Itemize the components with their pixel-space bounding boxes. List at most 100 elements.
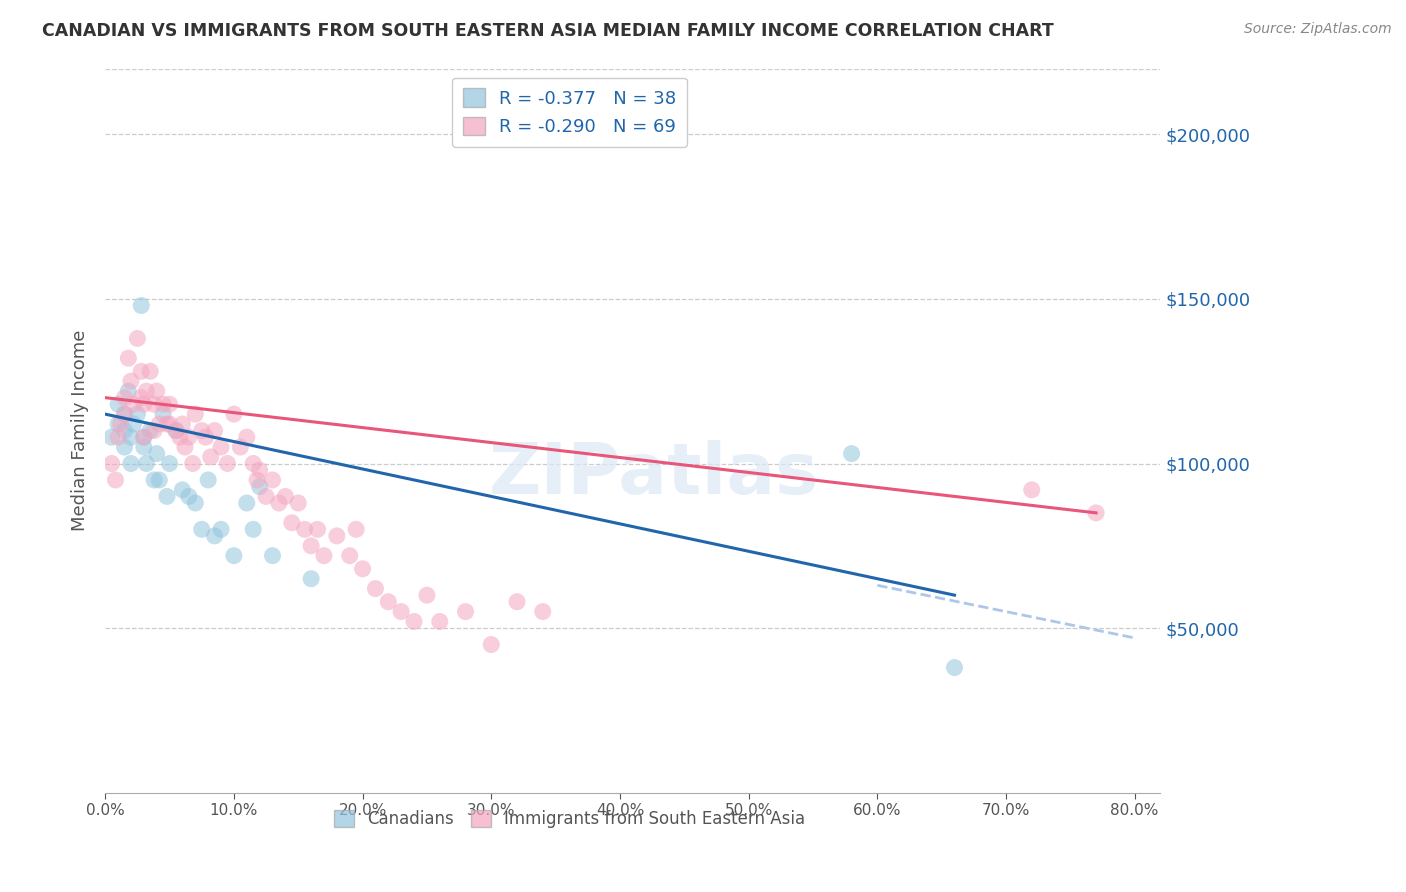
Point: [114, 440, 136, 454]
Point: [120, 457, 142, 471]
Point: [209, 522, 232, 536]
Point: [236, 430, 259, 444]
Point: [389, 605, 412, 619]
Point: [135, 384, 157, 398]
Point: [132, 430, 155, 444]
Y-axis label: Median Family Income: Median Family Income: [72, 330, 89, 532]
Point: [129, 391, 152, 405]
Point: [159, 397, 181, 411]
Point: [145, 447, 167, 461]
Point: [377, 595, 399, 609]
Point: [200, 450, 222, 464]
Point: [274, 490, 297, 504]
Point: [222, 407, 245, 421]
Point: [172, 483, 194, 497]
Point: [197, 473, 219, 487]
Point: [120, 430, 142, 444]
Point: [120, 374, 142, 388]
Point: [156, 417, 179, 431]
Point: [1021, 483, 1043, 497]
Point: [194, 430, 217, 444]
Point: [177, 490, 200, 504]
Point: [531, 605, 554, 619]
Point: [110, 417, 132, 431]
Point: [236, 496, 259, 510]
Point: [181, 457, 204, 471]
Point: [172, 417, 194, 431]
Point: [209, 440, 232, 454]
Point: [152, 407, 174, 421]
Point: [506, 595, 529, 609]
Point: [122, 397, 145, 411]
Point: [156, 490, 179, 504]
Point: [127, 331, 149, 345]
Text: CANADIAN VS IMMIGRANTS FROM SOUTH EASTERN ASIA MEDIAN FAMILY INCOME CORRELATION : CANADIAN VS IMMIGRANTS FROM SOUTH EASTER…: [42, 22, 1054, 40]
Point: [114, 407, 136, 421]
Point: [246, 473, 269, 487]
Point: [139, 424, 162, 438]
Point: [100, 430, 122, 444]
Point: [204, 529, 226, 543]
Point: [229, 440, 252, 454]
Point: [184, 407, 207, 421]
Point: [287, 496, 309, 510]
Point: [159, 457, 181, 471]
Point: [132, 440, 155, 454]
Point: [312, 549, 335, 563]
Point: [204, 424, 226, 438]
Point: [416, 588, 439, 602]
Point: [132, 397, 155, 411]
Point: [344, 522, 367, 536]
Text: Source: ZipAtlas.com: Source: ZipAtlas.com: [1244, 22, 1392, 37]
Point: [184, 496, 207, 510]
Point: [129, 298, 152, 312]
Point: [127, 407, 149, 421]
Point: [143, 397, 166, 411]
Point: [104, 473, 127, 487]
Point: [339, 549, 361, 563]
Point: [107, 430, 129, 444]
Point: [267, 496, 290, 510]
Point: [402, 615, 425, 629]
Legend: Canadians, Immigrants from South Eastern Asia: Canadians, Immigrants from South Eastern…: [328, 804, 811, 835]
Point: [114, 391, 136, 405]
Point: [145, 384, 167, 398]
Point: [159, 417, 181, 431]
Point: [294, 522, 316, 536]
Point: [132, 430, 155, 444]
Point: [129, 364, 152, 378]
Point: [143, 424, 166, 438]
Point: [114, 424, 136, 438]
Point: [107, 417, 129, 431]
Point: [107, 397, 129, 411]
Point: [114, 407, 136, 421]
Point: [299, 572, 322, 586]
Point: [242, 522, 264, 536]
Point: [326, 529, 349, 543]
Point: [943, 660, 966, 674]
Point: [454, 605, 477, 619]
Point: [222, 549, 245, 563]
Point: [242, 457, 264, 471]
Point: [143, 473, 166, 487]
Point: [190, 522, 212, 536]
Point: [307, 522, 329, 536]
Point: [217, 457, 239, 471]
Point: [249, 479, 271, 493]
Point: [139, 364, 162, 378]
Point: [165, 424, 187, 438]
Point: [254, 490, 277, 504]
Point: [190, 424, 212, 438]
Point: [262, 549, 284, 563]
Point: [352, 562, 374, 576]
Point: [1085, 506, 1108, 520]
Point: [841, 447, 863, 461]
Point: [174, 440, 197, 454]
Point: [152, 397, 174, 411]
Text: ZIPatlas: ZIPatlas: [489, 440, 818, 508]
Point: [117, 384, 139, 398]
Point: [479, 638, 502, 652]
Point: [169, 430, 191, 444]
Point: [135, 457, 157, 471]
Point: [364, 582, 387, 596]
